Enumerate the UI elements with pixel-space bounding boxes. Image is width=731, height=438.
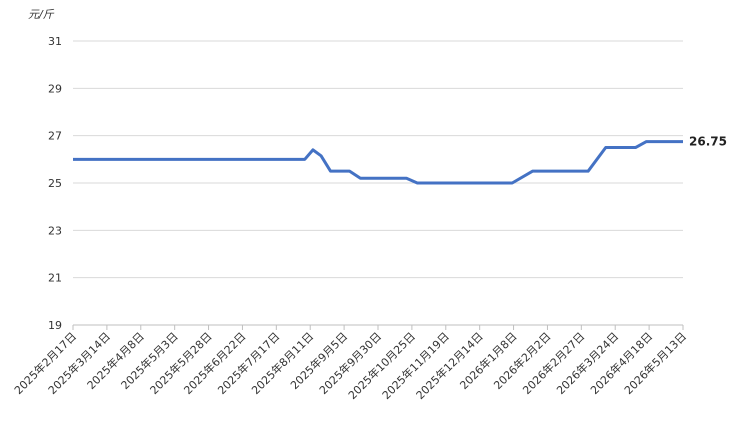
line-series (73, 140, 683, 185)
x-tick-label: 2025年6月22日 (181, 329, 249, 397)
y-tick-label: 31 (48, 35, 62, 48)
x-tick-label: 2025年2月17日 (11, 329, 79, 397)
y-tick-label: 29 (48, 82, 62, 95)
x-tick-label: 2026年4月18日 (587, 329, 655, 397)
y-axis-unit: 元/斤 (28, 8, 55, 21)
x-tick-label: 2026年1月8日 (457, 329, 520, 392)
y-tick-label: 25 (48, 177, 62, 190)
x-tick-label: 2026年2月27日 (520, 329, 588, 397)
y-tick-label: 23 (48, 224, 62, 237)
x-tick-label: 2025年4月8日 (84, 329, 147, 392)
x-tick-label: 2026年2月2日 (491, 329, 554, 392)
x-tick-label: 2025年7月17日 (215, 329, 283, 397)
x-tick-label: 2025年9月30日 (316, 329, 384, 397)
x-tick-label: 2025年5月28日 (147, 329, 215, 397)
x-tick-label: 2026年3月24日 (553, 329, 621, 397)
x-tick-label: 2025年3月14日 (45, 329, 113, 397)
y-tick-label: 19 (48, 319, 62, 332)
x-tick-label: 2026年5月13日 (621, 329, 689, 397)
y-tick-label: 21 (48, 272, 62, 285)
data-label: 26.75 (689, 135, 727, 149)
y-tick-label: 27 (48, 130, 62, 143)
x-tick-label: 2025年5月3日 (118, 329, 181, 392)
x-tick-label: 2025年8月11日 (248, 329, 316, 397)
x-tick-label: 2025年9月5日 (287, 329, 350, 392)
